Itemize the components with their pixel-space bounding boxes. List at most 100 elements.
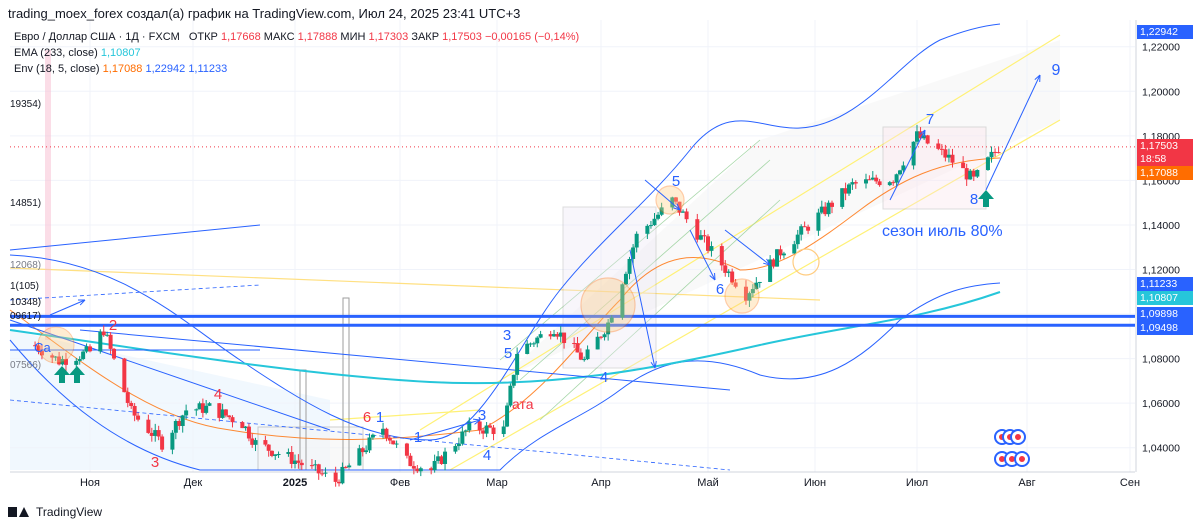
candle-body: [515, 353, 520, 375]
candle-body: [702, 235, 707, 237]
y-tick-label: 1,06000: [1142, 398, 1180, 410]
x-tick-label: Апр: [591, 477, 610, 489]
candle-body: [792, 244, 797, 254]
envelope-row[interactable]: Env (18, 5, close) 1,17088 1,22942 1,112…: [14, 61, 579, 77]
candle-body: [112, 348, 117, 359]
wave-arrow-head: [650, 361, 657, 369]
envelope-lower-value: 1,11233: [188, 63, 228, 75]
wave-arrow-head: [709, 272, 716, 281]
clipped-label: 09617): [10, 311, 42, 322]
wave-arrow: [49, 299, 86, 316]
candle-body: [177, 421, 182, 426]
wave-label: 5: [504, 345, 512, 362]
wave-arrow-head: [77, 299, 86, 306]
candle-body: [340, 466, 345, 484]
candle-body: [747, 293, 752, 301]
candle-body: [677, 201, 682, 213]
candle-body: [887, 182, 892, 186]
candle-body: [439, 456, 444, 464]
candle-body: [964, 168, 969, 180]
candle-body: [943, 149, 948, 158]
candle-body: [220, 409, 225, 418]
buy-arrow-icon: [978, 190, 994, 207]
candle-body: [733, 282, 738, 287]
wave-label: 7: [926, 111, 934, 128]
candle-body: [501, 426, 506, 435]
tradingview-footer[interactable]: TradingView: [8, 505, 102, 519]
candle-body: [387, 437, 392, 441]
clipped-label: 10348): [10, 297, 42, 308]
candle-body: [50, 355, 55, 358]
candle-body: [572, 343, 577, 345]
y-tick-label: 1,12000: [1142, 265, 1180, 277]
candle-body: [673, 197, 678, 202]
tradingview-brand: TradingView: [36, 505, 103, 519]
candle-body: [946, 154, 951, 158]
clipped-label: 12068): [10, 260, 42, 271]
candle-body: [659, 207, 664, 215]
candle-body: [408, 455, 413, 467]
candle-body: [562, 332, 567, 344]
candle-body: [74, 360, 79, 365]
candle-body: [652, 218, 657, 226]
wave-arrow: [724, 229, 771, 266]
envelope-upper-value: 1,22942: [145, 63, 186, 75]
candle-body: [456, 443, 461, 447]
x-tick-label: 2025: [283, 477, 307, 489]
candle-body: [57, 356, 62, 365]
fan-line: [519, 159, 771, 381]
yellow-segment: [329, 409, 481, 421]
wave-arrow: [644, 179, 681, 211]
ema-row[interactable]: EMA (233, close) 1,10807: [14, 45, 579, 61]
candle-body: [843, 188, 848, 194]
candle-body: [511, 374, 516, 386]
clipped-label: 14851): [10, 198, 42, 209]
candle-body: [505, 405, 510, 427]
analysis-box: [562, 206, 657, 369]
candle-body: [847, 184, 851, 194]
tag-envelope-lower: 1,11233: [1137, 277, 1193, 291]
candle-body: [477, 421, 482, 431]
candle-body: [706, 236, 710, 251]
wave-label: 8: [970, 191, 978, 208]
wave-arrow: [629, 249, 656, 369]
wave-label: 4: [600, 369, 608, 386]
candle-body: [775, 249, 780, 267]
highlight-circle: [37, 326, 75, 364]
candle-body: [578, 352, 583, 360]
candle-body: [101, 331, 106, 336]
ohlc-row: Евро / Доллар США · 1Д · FXCM ОТКР 1,176…: [14, 29, 579, 45]
candle-body: [153, 430, 158, 436]
candle-body: [961, 162, 966, 169]
clipped-label: 07566): [10, 360, 42, 371]
candle-body: [207, 403, 212, 406]
wave-label: 4: [214, 386, 222, 403]
candle-body: [263, 440, 268, 445]
candle-body: [918, 131, 923, 139]
candle-body: [170, 432, 175, 450]
candle-body: [357, 448, 362, 466]
candle-body: [528, 343, 533, 345]
open-value: 1,17668: [220, 31, 261, 43]
candle-body: [538, 334, 543, 338]
candle-body: [136, 415, 141, 420]
candle-body: [750, 289, 755, 294]
season-annotation: сезон июль 80%: [882, 223, 1003, 240]
candle-body: [436, 456, 441, 461]
wave-arrow-head: [919, 129, 926, 138]
candle-body: [719, 246, 724, 266]
candle-body: [149, 432, 154, 436]
low-value: 1,17303: [368, 31, 409, 43]
candle-body: [609, 317, 614, 323]
trend-line: [9, 319, 331, 431]
candle-body: [273, 454, 278, 456]
candle-body: [730, 271, 735, 283]
tag-envelope-upper: 1,22942: [1137, 25, 1193, 39]
candle-body: [299, 462, 304, 466]
candle-body: [620, 284, 625, 318]
candle-body: [799, 226, 804, 235]
candle-body: [360, 448, 365, 453]
candle-body: [323, 472, 328, 474]
candle-body: [429, 468, 434, 471]
